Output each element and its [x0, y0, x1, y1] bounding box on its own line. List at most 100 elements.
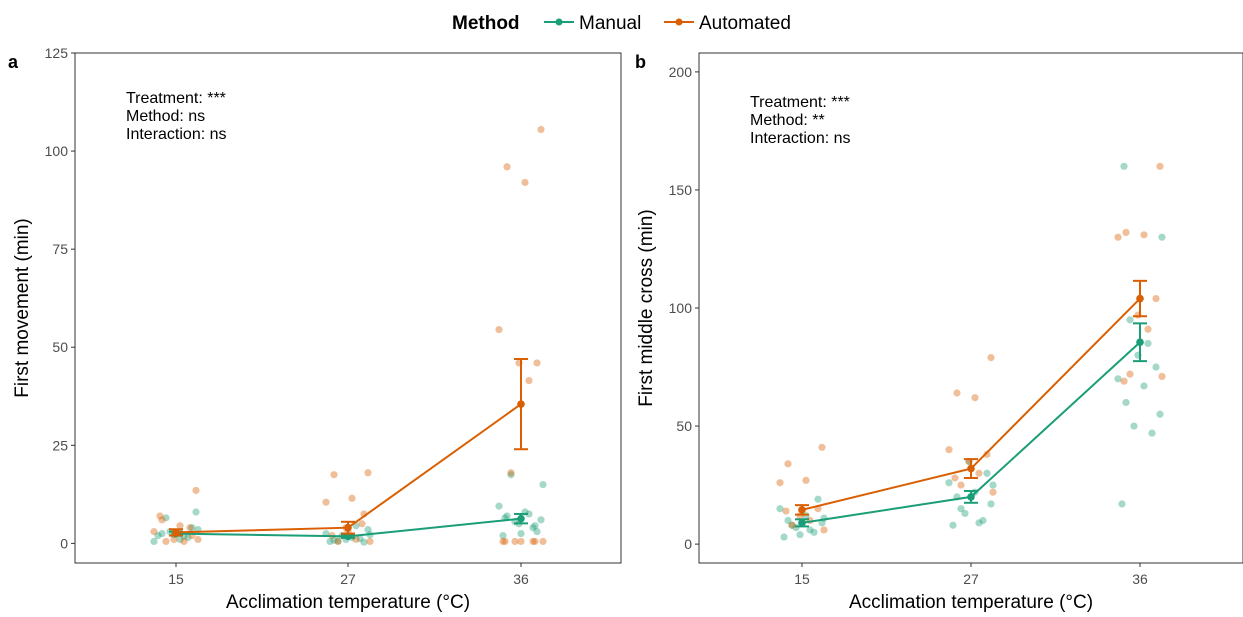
data-point-manual: [1130, 422, 1138, 430]
legend-title: Method: [452, 13, 520, 34]
panel-a-annotation-interaction: Interaction: ns: [126, 126, 227, 143]
data-point-automated: [987, 353, 995, 362]
data-point-manual: [1118, 500, 1126, 508]
data-point-automated: [1114, 233, 1122, 241]
data-point-automated: [529, 537, 537, 546]
data-point-automated: [1156, 162, 1164, 170]
panel-a-x-axis: 15 27 36: [168, 563, 529, 587]
data-point-automated: [176, 522, 184, 530]
data-point-automated: [150, 528, 158, 536]
data-point-manual: [176, 535, 184, 544]
data-point-automated: [531, 537, 539, 546]
x-tick-label: 15: [794, 571, 810, 587]
mean-point-automated: [172, 528, 180, 537]
data-point-automated: [818, 443, 826, 451]
data-point-automated: [180, 537, 188, 546]
y-tick-label: 25: [52, 437, 68, 453]
data-point-manual: [192, 508, 200, 516]
data-point-manual: [979, 516, 987, 525]
mean-point-automated: [967, 464, 975, 473]
data-point-manual: [1158, 233, 1166, 241]
panel-b: b 0 50 100 150 200 15 27 36 Treatment: *** Met…: [635, 52, 1243, 613]
data-point-automated: [971, 394, 979, 402]
data-point-manual: [326, 537, 334, 546]
data-point-manual: [158, 529, 166, 538]
data-point-manual: [529, 524, 537, 532]
data-point-manual: [776, 505, 784, 513]
panel-a-annotation-method: Method: ns: [126, 108, 205, 125]
data-point-manual: [975, 519, 983, 527]
data-point-manual: [1120, 162, 1128, 170]
data-point-manual: [499, 531, 507, 540]
x-tick-label: 27: [340, 571, 356, 587]
data-point-manual: [1114, 375, 1122, 383]
data-point-automated: [334, 537, 342, 546]
data-point-automated: [784, 460, 792, 468]
data-point-automated: [358, 520, 366, 528]
panel-b-points: [776, 162, 1166, 541]
panel-b-annotation-method: Method: **: [750, 112, 825, 129]
data-point-automated: [537, 125, 545, 134]
legend-label-automated: Automated: [699, 13, 791, 34]
data-point-manual: [788, 521, 796, 529]
data-point-manual: [188, 524, 196, 532]
data-point-automated: [511, 537, 519, 546]
data-point-manual: [1156, 410, 1164, 418]
panel-a-points: [150, 125, 547, 546]
data-point-manual: [154, 531, 162, 540]
y-tick-label: 100: [669, 300, 693, 316]
legend-key-manual-point: [555, 18, 563, 26]
data-point-manual: [957, 505, 965, 513]
data-point-manual: [517, 529, 525, 538]
data-point-manual: [533, 528, 541, 536]
y-tick-label: 150: [669, 182, 693, 198]
data-point-manual: [806, 526, 814, 534]
panel-a: a 0 25 50 75 100 125 15 27 36 Treatment: *** Me…: [8, 45, 622, 613]
data-point-manual: [989, 481, 997, 489]
data-point-automated: [989, 488, 997, 496]
y-tick-label: 50: [52, 339, 68, 355]
y-tick-label: 200: [669, 64, 693, 80]
panel-b-label: b: [635, 52, 646, 72]
data-point-automated: [366, 537, 374, 546]
data-point-automated: [495, 325, 503, 334]
data-point-manual: [987, 500, 995, 508]
data-point-automated: [945, 446, 953, 454]
data-point-automated: [1126, 370, 1134, 378]
data-point-automated: [776, 479, 784, 487]
data-point-manual: [1140, 382, 1148, 390]
data-point-automated: [533, 359, 541, 367]
data-point-automated: [192, 486, 200, 495]
data-point-automated: [983, 450, 991, 458]
data-point-automated: [539, 537, 547, 546]
data-point-automated: [525, 376, 533, 385]
data-point-automated: [364, 469, 372, 477]
data-point-manual: [184, 533, 192, 542]
data-point-automated: [1120, 377, 1128, 385]
data-point-automated: [330, 471, 338, 479]
data-point-manual: [1122, 398, 1130, 407]
data-point-automated: [1122, 228, 1130, 237]
data-point-automated: [953, 389, 961, 397]
data-point-automated: [194, 535, 202, 544]
data-point-automated: [802, 476, 810, 484]
data-point-manual: [1126, 316, 1134, 324]
data-point-automated: [1152, 294, 1160, 303]
data-point-automated: [186, 524, 194, 532]
data-point-manual: [949, 521, 957, 529]
y-tick-label: 50: [676, 418, 692, 434]
y-tick-label: 125: [45, 45, 69, 61]
legend-key-automated-point: [675, 18, 683, 26]
data-point-manual: [503, 512, 511, 520]
panel-a-mean-lines: [169, 358, 528, 541]
mean-point-manual: [1136, 338, 1144, 347]
data-point-manual: [330, 536, 338, 544]
x-tick-label: 36: [513, 571, 529, 587]
data-point-manual: [150, 537, 158, 546]
data-point-automated: [975, 469, 983, 477]
legend: Method Manual Automated: [452, 13, 791, 34]
data-point-manual: [810, 528, 818, 536]
y-tick-label: 75: [52, 241, 68, 257]
panel-b-y-axis: 0 50 100 150 200: [669, 64, 699, 552]
data-point-manual: [983, 469, 991, 477]
